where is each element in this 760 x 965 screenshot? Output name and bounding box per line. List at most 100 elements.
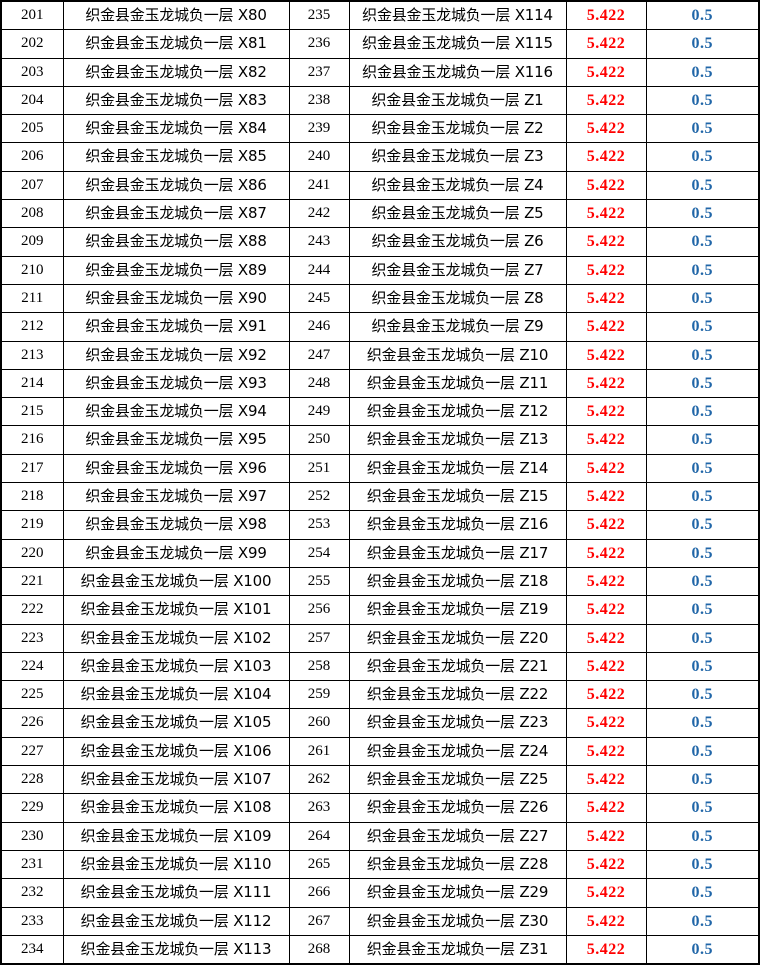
cell-name-left: 织金县金玉龙城负一层 X81	[62, 29, 290, 59]
cell-value-red: 5.422	[565, 283, 647, 314]
cell-value-blue: 0.5	[645, 170, 760, 201]
cell-name-right: 织金县金玉龙城负一层 Z14	[348, 453, 567, 484]
table-row: 229 织金县金玉龙城负一层 X108 263 织金县金玉龙城负一层 Z26 5.422…	[0, 793, 760, 823]
cell-name-right: 织金县金玉龙城负一层 Z18	[348, 566, 567, 597]
cell-value-blue: 0.5	[645, 849, 760, 880]
cell-name-right: 织金县金玉龙城负一层 Z25	[348, 765, 567, 795]
cell-value-red: 5.422	[565, 934, 647, 965]
cell-name-right: 织金县金玉龙城负一层 Z5	[348, 199, 567, 229]
cell-index-left: 211	[0, 283, 64, 314]
cell-index-right: 254	[288, 538, 350, 568]
cell-index-left: 204	[0, 85, 64, 116]
cell-value-red: 5.422	[565, 85, 647, 116]
cell-name-left: 织金县金玉龙城负一层 X104	[62, 680, 290, 710]
cell-index-left: 217	[0, 453, 64, 484]
cell-name-left: 织金县金玉龙城负一层 X83	[62, 85, 290, 116]
table-row: 234 织金县金玉龙城负一层 X113 268 织金县金玉龙城负一层 Z31 5.422…	[0, 934, 760, 965]
cell-name-left: 织金县金玉龙城负一层 X102	[62, 623, 290, 653]
cell-index-left: 212	[0, 312, 64, 342]
cell-value-red: 5.422	[565, 0, 647, 31]
table-row: 214 织金县金玉龙城负一层 X93 248 织金县金玉龙城负一层 Z11 5.422 0…	[0, 368, 760, 399]
table-row: 202 织金县金玉龙城负一层 X81 236 织金县金玉龙城负一层 X115 5.422…	[0, 29, 760, 59]
cell-value-blue: 0.5	[645, 708, 760, 738]
cell-index-left: 223	[0, 623, 64, 653]
cell-value-blue: 0.5	[645, 397, 760, 427]
cell-name-right: 织金县金玉龙城负一层 Z13	[348, 425, 567, 455]
cell-index-left: 210	[0, 255, 64, 285]
cell-value-blue: 0.5	[645, 680, 760, 710]
cell-index-left: 222	[0, 595, 64, 625]
cell-value-blue: 0.5	[645, 453, 760, 484]
cell-value-red: 5.422	[565, 425, 647, 455]
cell-value-red: 5.422	[565, 821, 647, 851]
cell-value-blue: 0.5	[645, 255, 760, 285]
cell-value-blue: 0.5	[645, 510, 760, 540]
cell-name-left: 织金县金玉龙城负一层 X106	[62, 736, 290, 767]
cell-index-left: 213	[0, 340, 64, 370]
cell-name-right: 织金县金玉龙城负一层 Z29	[348, 878, 567, 908]
cell-value-red: 5.422	[565, 170, 647, 201]
cell-index-left: 227	[0, 736, 64, 767]
cell-index-left: 234	[0, 934, 64, 965]
cell-name-left: 织金县金玉龙城负一层 X108	[62, 793, 290, 823]
cell-index-right: 241	[288, 170, 350, 201]
cell-name-right: 织金县金玉龙城负一层 Z31	[348, 934, 567, 965]
cell-name-left: 织金县金玉龙城负一层 X91	[62, 312, 290, 342]
cell-name-left: 织金县金玉龙城负一层 X95	[62, 425, 290, 455]
cell-name-left: 织金县金玉龙城负一层 X97	[62, 482, 290, 512]
cell-index-left: 208	[0, 199, 64, 229]
cell-index-right: 261	[288, 736, 350, 767]
cell-index-right: 238	[288, 85, 350, 116]
cell-index-left: 230	[0, 821, 64, 851]
cell-name-left: 织金县金玉龙城负一层 X107	[62, 765, 290, 795]
table-row: 217 织金县金玉龙城负一层 X96 251 织金县金玉龙城负一层 Z14 5.422 0…	[0, 453, 760, 484]
cell-name-left: 织金县金玉龙城负一层 X87	[62, 199, 290, 229]
cell-index-right: 253	[288, 510, 350, 540]
table-row: 209 织金县金玉龙城负一层 X88 243 织金县金玉龙城负一层 Z6 5.422 0.…	[0, 227, 760, 257]
table-row: 203 织金县金玉龙城负一层 X82 237 织金县金玉龙城负一层 X116 5.422…	[0, 57, 760, 87]
cell-value-red: 5.422	[565, 566, 647, 597]
cell-value-blue: 0.5	[645, 623, 760, 653]
cell-value-red: 5.422	[565, 878, 647, 908]
cell-value-red: 5.422	[565, 340, 647, 370]
cell-index-right: 265	[288, 849, 350, 880]
cell-index-right: 251	[288, 453, 350, 484]
cell-value-blue: 0.5	[645, 283, 760, 314]
cell-index-right: 244	[288, 255, 350, 285]
cell-name-left: 织金县金玉龙城负一层 X113	[62, 934, 290, 965]
cell-name-left: 织金县金玉龙城负一层 X89	[62, 255, 290, 285]
cell-value-blue: 0.5	[645, 482, 760, 512]
cell-index-right: 252	[288, 482, 350, 512]
cell-index-right: 247	[288, 340, 350, 370]
table-row: 204 织金县金玉龙城负一层 X83 238 织金县金玉龙城负一层 Z1 5.422 0.…	[0, 85, 760, 116]
cell-index-right: 246	[288, 312, 350, 342]
table-row: 207 织金县金玉龙城负一层 X86 241 织金县金玉龙城负一层 Z4 5.422 0.…	[0, 170, 760, 201]
cell-index-right: 239	[288, 114, 350, 144]
cell-value-blue: 0.5	[645, 538, 760, 568]
cell-index-left: 225	[0, 680, 64, 710]
cell-index-left: 202	[0, 29, 64, 59]
cell-value-blue: 0.5	[645, 906, 760, 936]
cell-name-right: 织金县金玉龙城负一层 Z16	[348, 510, 567, 540]
cell-name-right: 织金县金玉龙城负一层 Z22	[348, 680, 567, 710]
cell-value-red: 5.422	[565, 482, 647, 512]
cell-value-blue: 0.5	[645, 29, 760, 59]
cell-value-red: 5.422	[565, 680, 647, 710]
cell-name-left: 织金县金玉龙城负一层 X111	[62, 878, 290, 908]
cell-name-left: 织金县金玉龙城负一层 X82	[62, 57, 290, 87]
cell-index-right: 256	[288, 595, 350, 625]
cell-name-left: 织金县金玉龙城负一层 X90	[62, 283, 290, 314]
table-row: 221 织金县金玉龙城负一层 X100 255 织金县金玉龙城负一层 Z18 5.422…	[0, 566, 760, 597]
cell-value-blue: 0.5	[645, 312, 760, 342]
cell-value-blue: 0.5	[645, 227, 760, 257]
cell-name-right: 织金县金玉龙城负一层 Z30	[348, 906, 567, 936]
cell-index-left: 209	[0, 227, 64, 257]
cell-name-left: 织金县金玉龙城负一层 X84	[62, 114, 290, 144]
cell-name-right: 织金县金玉龙城负一层 Z4	[348, 170, 567, 201]
cell-name-right: 织金县金玉龙城负一层 Z27	[348, 821, 567, 851]
cell-value-red: 5.422	[565, 849, 647, 880]
cell-value-red: 5.422	[565, 227, 647, 257]
cell-name-right: 织金县金玉龙城负一层 Z6	[348, 227, 567, 257]
